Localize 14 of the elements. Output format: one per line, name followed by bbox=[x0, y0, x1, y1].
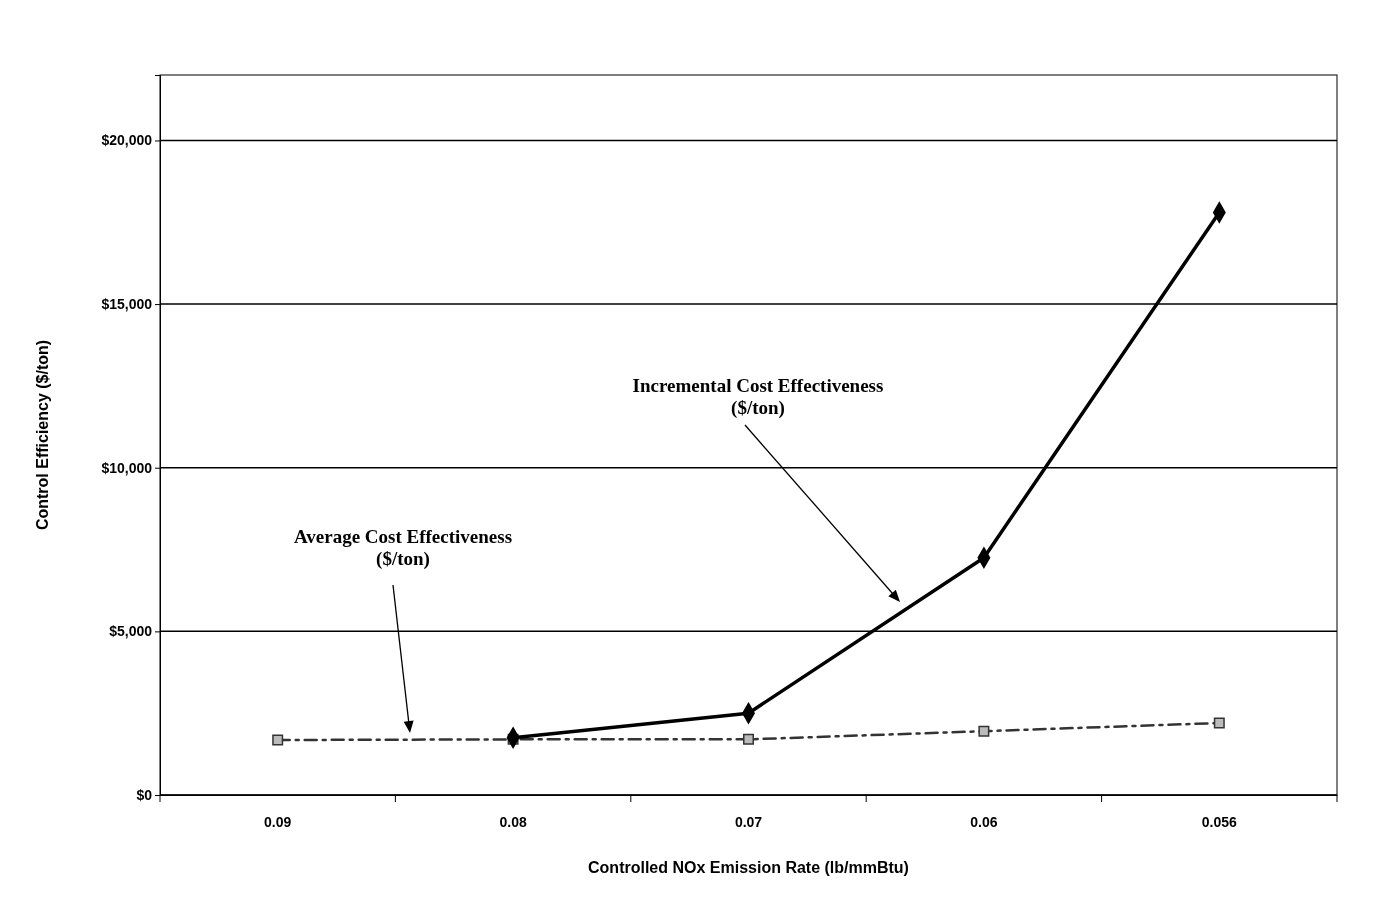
x-tick-label: 0.08 bbox=[499, 813, 527, 830]
annotation: Average Cost Effectiveness ($/ton) bbox=[293, 526, 513, 570]
y-tick-label: $0 bbox=[136, 786, 153, 803]
annotation: Incremental Cost Effectiveness ($/ton) bbox=[632, 375, 884, 419]
x-axis-title: Controlled NOx Emission Rate (lb/mmBtu) bbox=[588, 859, 909, 876]
x-tick-label: 0.09 bbox=[264, 813, 292, 830]
y-tick-label: $10,000 bbox=[101, 459, 153, 476]
x-tick-label: 0.07 bbox=[734, 813, 763, 830]
y-axis-title: Control Efficiency ($/ton) bbox=[34, 339, 51, 531]
x-tick-label: 0.056 bbox=[1201, 813, 1238, 830]
x-tick-label: 0.06 bbox=[970, 813, 998, 830]
y-tick-label: $5,000 bbox=[109, 623, 153, 640]
y-tick-label: $20,000 bbox=[101, 132, 153, 149]
y-tick-label: $15,000 bbox=[101, 296, 153, 313]
